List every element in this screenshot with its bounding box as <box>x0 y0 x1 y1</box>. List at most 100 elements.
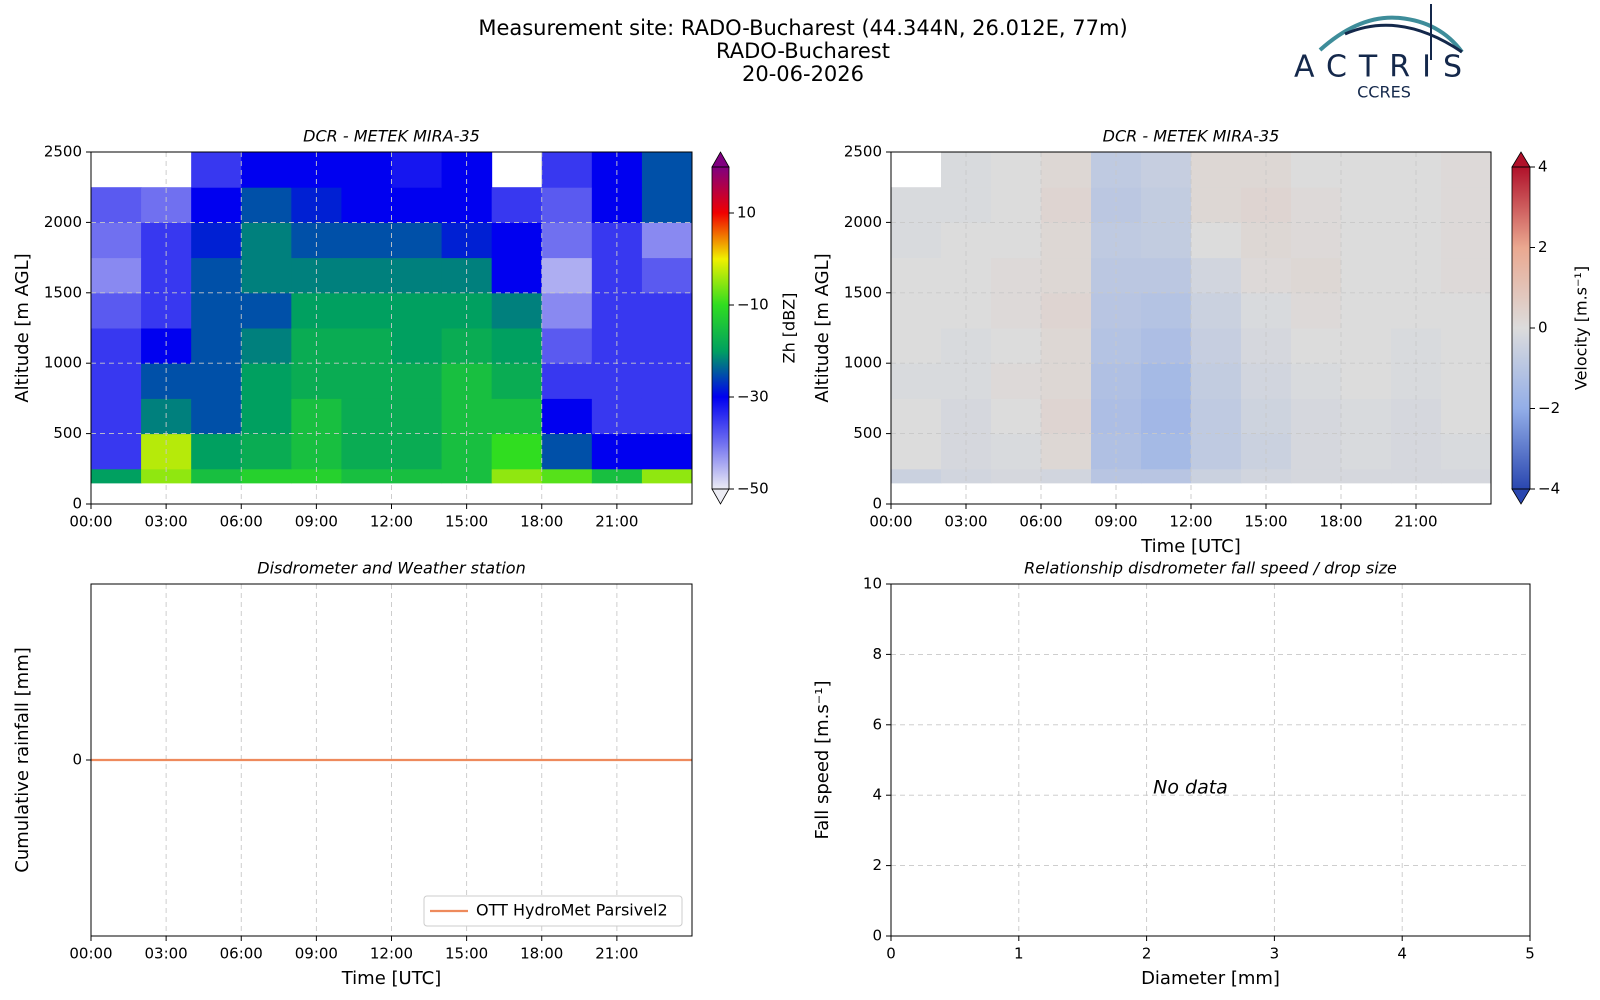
heatmap-cell <box>491 328 543 364</box>
heatmap-cell <box>991 257 1042 294</box>
heatmap-cell <box>541 328 593 364</box>
heatmap-cell <box>1341 398 1392 435</box>
heatmap-cell <box>391 292 443 329</box>
heatmap-cell <box>1041 433 1092 470</box>
x-tick-label: 18:00 <box>1319 513 1362 531</box>
y-tick-label: 10 <box>863 575 882 593</box>
x-tick-label: 03:00 <box>944 513 987 531</box>
heatmap-cell <box>1441 152 1492 188</box>
heatmap-cell <box>891 363 942 399</box>
heatmap-cell <box>1341 468 1392 484</box>
x-tick-label: 21:00 <box>595 945 638 963</box>
heatmap-cell <box>191 292 242 329</box>
heatmap-cell <box>341 398 392 435</box>
y-tick-label: 1000 <box>44 354 82 372</box>
y-tick-label: 500 <box>53 424 82 442</box>
heatmap-cell <box>241 433 292 470</box>
heatmap-cell <box>641 398 693 435</box>
heatmap-cell <box>1191 257 1242 294</box>
x-tick-label: 03:00 <box>145 945 188 963</box>
heatmap-cell <box>641 328 693 364</box>
x-tick-label: 18:00 <box>520 945 563 963</box>
heatmap-cell <box>91 468 142 484</box>
heatmap-cell <box>1441 187 1492 223</box>
colorbar-extend <box>711 488 730 505</box>
x-tick-label: 3 <box>1270 945 1280 963</box>
y-tick-label: 500 <box>853 424 882 442</box>
y-tick-label: 2 <box>872 856 882 874</box>
heatmap-cell <box>341 292 392 329</box>
heatmap-cell <box>241 328 292 364</box>
heatmap-cell <box>391 433 443 470</box>
heatmap-cell <box>1191 433 1242 470</box>
heatmap-cell <box>91 257 142 294</box>
heatmap-cell <box>1291 292 1342 329</box>
x-tick-label: 18:00 <box>520 513 563 531</box>
x-tick-label: 5 <box>1525 945 1535 963</box>
heatmap-cell <box>241 152 292 188</box>
axes-frame <box>890 151 1492 505</box>
heatmap-cell <box>1141 257 1192 294</box>
x-tick-label: 00:00 <box>69 945 112 963</box>
heatmap-cell <box>491 433 543 470</box>
heatmap-cell <box>641 433 693 470</box>
header-line: Measurement site: RADO-Bucharest (44.344… <box>478 16 1127 40</box>
x-axis-label: Time [UTC] <box>1140 536 1241 557</box>
heatmap-cell <box>341 363 392 399</box>
x-tick-label: 0 <box>886 945 896 963</box>
x-tick-label: 4 <box>1397 945 1407 963</box>
heatmap-cell <box>1041 187 1092 223</box>
heatmap-cell <box>341 433 392 470</box>
heatmap-cell <box>1291 222 1342 259</box>
heatmap-cell <box>1441 292 1492 329</box>
heatmap-cell <box>991 292 1042 329</box>
heatmap-cell <box>541 187 593 223</box>
heatmap-cell <box>191 363 242 399</box>
heatmap-cell <box>391 398 443 435</box>
y-tick-label: 0 <box>872 495 882 513</box>
x-tick-label: 21:00 <box>595 513 638 531</box>
panel: 00:00 03:00 06:00 09:00 12:00 15:00 18:00 21:00… <box>12 559 693 989</box>
y-tick-label: 2500 <box>44 143 82 161</box>
heatmap-cell <box>991 328 1042 364</box>
heatmap-cell <box>541 152 593 188</box>
heatmap-cell <box>1141 152 1192 188</box>
logo-name: ACTRIS <box>1294 50 1474 85</box>
colorbar-tick-label: −30 <box>737 388 769 406</box>
heatmap-cell <box>1441 468 1492 484</box>
colorbar-frame <box>711 166 730 490</box>
colorbar-tick-label: −4 <box>1538 480 1560 498</box>
heatmap-cell <box>1191 152 1242 188</box>
heatmap-cell <box>1441 257 1492 294</box>
heatmap-cell <box>991 222 1042 259</box>
colorbar-tick-label: −50 <box>737 480 769 498</box>
logo-arc <box>1318 15 1464 54</box>
heatmap-cell <box>1291 363 1342 399</box>
heatmap-cell <box>1441 222 1492 259</box>
colorbar-label: Zh [dBZ] <box>780 293 799 364</box>
heatmap-cell <box>991 398 1042 435</box>
colorbar-tick-label: 4 <box>1538 158 1548 176</box>
heatmap-cell <box>891 328 942 364</box>
colorbar-label: Velocity [m.s⁻¹] <box>1572 266 1591 390</box>
x-tick-label: 15:00 <box>445 945 488 963</box>
heatmap-cell <box>1041 398 1092 435</box>
plot-area <box>91 152 693 484</box>
heatmap-cell <box>241 363 292 399</box>
heatmap-cell <box>191 433 242 470</box>
heatmap-cell <box>541 257 593 294</box>
heatmap-cell <box>541 468 593 484</box>
heatmap-cell <box>491 468 543 484</box>
x-tick-label: 2 <box>1142 945 1152 963</box>
heatmap-cell <box>891 187 942 223</box>
y-axis-label: Fall speed [m.s⁻¹] <box>812 681 833 840</box>
heatmap-cell <box>91 187 142 223</box>
axes-frame <box>890 583 1531 937</box>
y-tick-label: 0 <box>72 751 82 769</box>
heatmap-cell <box>1141 433 1192 470</box>
heatmap-cell <box>541 222 593 259</box>
y-axis-label: Altitude [m AGL] <box>812 253 833 402</box>
y-tick-label: 2000 <box>44 213 82 231</box>
heatmap-cell <box>1141 292 1192 329</box>
